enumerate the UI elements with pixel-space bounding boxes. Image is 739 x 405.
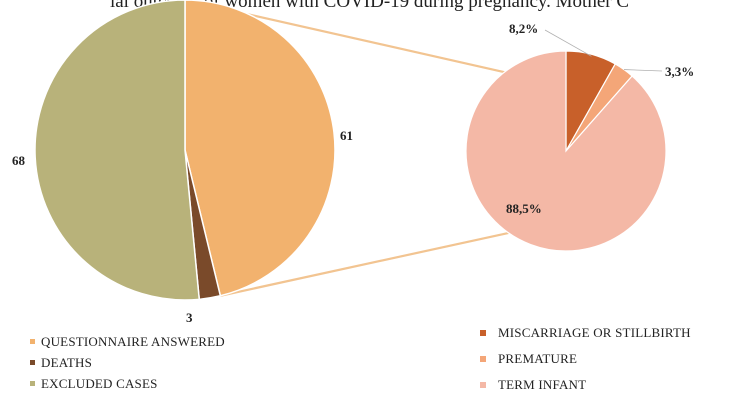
legend-swatch-deaths bbox=[30, 360, 35, 365]
caption-fragment: ial outcome of women with COVID-19 durin… bbox=[109, 0, 630, 12]
data-label-premature: 3,3% bbox=[665, 64, 694, 79]
data-label-excluded-cases: 68 bbox=[12, 153, 26, 168]
legend-item-miscarriage-or-stillbirth: MISCARRIAGE OR STILLBIRTH bbox=[480, 320, 691, 346]
legend-label: QUESTIONNAIRE ANSWERED bbox=[41, 333, 225, 349]
pie-slice-term-infant bbox=[465, 50, 667, 252]
main-pie-legend: QUESTIONNAIRE ANSWERED DEATHS EXCLUDED C… bbox=[30, 331, 225, 394]
legend-item-deaths: DEATHS bbox=[30, 352, 225, 373]
legend-item-questionnaire-answered: QUESTIONNAIRE ANSWERED bbox=[30, 331, 225, 352]
main-pie bbox=[34, 0, 336, 301]
legend-label: DEATHS bbox=[41, 354, 93, 370]
secondary-pie bbox=[465, 50, 667, 252]
legend-item-term-infant: TERM INFANT bbox=[480, 372, 691, 398]
legend-item-excluded-cases: EXCLUDED CASES bbox=[30, 373, 225, 394]
pie-slice-questionnaire-answered bbox=[184, 0, 336, 297]
data-label-miscarriage-or-stillbirth: 8,2% bbox=[509, 21, 538, 36]
legend-label: PREMATURE bbox=[498, 351, 578, 366]
secondary-pie-legend: MISCARRIAGE OR STILLBIRTH PREMATURE TERM… bbox=[480, 320, 691, 398]
legend-label: EXCLUDED CASES bbox=[41, 375, 158, 391]
legend-label: TERM INFANT bbox=[498, 377, 587, 392]
legend-label: MISCARRIAGE OR STILLBIRTH bbox=[498, 325, 691, 340]
connector-line-bottom bbox=[220, 231, 509, 297]
legend-swatch-term-infant bbox=[480, 382, 486, 388]
legend-swatch-miscarriage-or-stillbirth bbox=[480, 330, 486, 336]
data-label-questionnaire-answered: 61 bbox=[340, 128, 353, 143]
leader-line-miscarriage bbox=[544, 29, 592, 57]
data-label-deaths: 3 bbox=[186, 310, 193, 325]
data-labels: 61 3 68 8,2% 3,3% 88,5% bbox=[12, 21, 694, 325]
legend-swatch-questionnaire-answered bbox=[30, 339, 35, 344]
data-label-term-infant: 88,5% bbox=[506, 201, 542, 216]
legend-item-premature: PREMATURE bbox=[480, 346, 691, 372]
legend-swatch-excluded-cases bbox=[30, 381, 35, 386]
pie-slice-excluded-cases bbox=[34, 0, 201, 301]
legend-swatch-premature bbox=[480, 356, 486, 362]
leader-line-premature bbox=[623, 69, 663, 72]
